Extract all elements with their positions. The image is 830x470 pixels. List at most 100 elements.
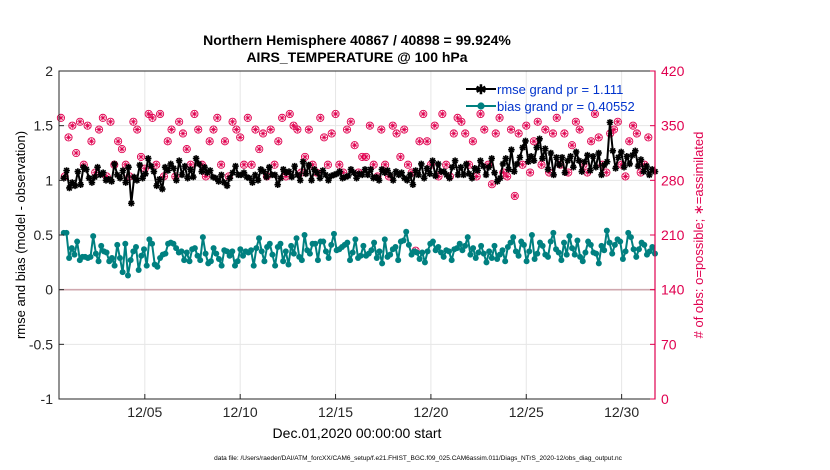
bias-point	[582, 249, 589, 256]
obs-assimilated-marker	[458, 118, 465, 125]
bias-point	[486, 248, 493, 255]
obs-possible-marker	[121, 160, 130, 169]
obs-assimilated-marker	[294, 126, 301, 133]
bias-point	[71, 251, 78, 258]
rmse-point	[620, 163, 628, 171]
rmse-point	[454, 171, 462, 179]
obs-assimilated-marker	[210, 126, 217, 133]
rmse-point	[97, 171, 104, 179]
obs-assimilated-marker	[142, 165, 148, 172]
obs-assimilated-marker	[344, 126, 350, 133]
rmse-point	[401, 174, 408, 182]
obs-assimilated-marker	[73, 150, 79, 156]
bias-point	[103, 249, 110, 256]
obs-assimilated-marker	[393, 130, 400, 137]
rmse-point	[249, 179, 256, 186]
obs-assimilated-marker	[103, 173, 110, 180]
bias-point	[467, 251, 474, 258]
bias-point	[534, 250, 541, 257]
rmse-point	[471, 165, 479, 172]
bias-point	[611, 241, 618, 248]
bias-point	[523, 258, 530, 265]
rmse-point	[240, 169, 248, 176]
obs-possible-marker	[423, 137, 432, 146]
obs-assimilated-marker	[58, 115, 64, 121]
rmse-point	[451, 157, 459, 164]
rmse-point	[280, 166, 287, 173]
rmse-point	[77, 181, 84, 189]
obs-possible-marker	[259, 129, 268, 138]
x-tick-label: 12/30	[604, 404, 639, 420]
rmse-point	[494, 178, 501, 185]
rmse-point	[116, 174, 124, 182]
obs-assimilated-marker	[214, 115, 221, 121]
rmse-point	[170, 165, 177, 172]
obs-assimilated-marker	[317, 115, 324, 121]
obs-possible-marker	[136, 152, 146, 161]
bias-point	[306, 250, 313, 257]
bias-point	[547, 238, 554, 245]
obs-possible-marker	[400, 125, 409, 134]
obs-assimilated-marker	[634, 130, 640, 137]
rmse-point	[361, 166, 369, 173]
y2-tick-label: 280	[661, 172, 685, 188]
rmse-point	[406, 171, 414, 179]
obs-assimilated-marker	[88, 138, 95, 145]
bias-point	[349, 249, 356, 256]
bias-point	[464, 234, 471, 241]
rmse-point	[175, 157, 183, 164]
rmse-point	[586, 167, 594, 174]
bias-point	[178, 248, 185, 255]
obs-assimilated-marker	[439, 111, 446, 117]
obs-assimilated-marker	[512, 193, 518, 199]
bias-point	[376, 248, 383, 255]
obs-assimilated-marker	[107, 118, 114, 125]
obs-assimilated-marker	[168, 126, 175, 133]
y-tick-label: 1	[45, 172, 53, 188]
bias-point	[531, 256, 538, 263]
rmse-point	[508, 146, 515, 154]
rmse-point	[178, 171, 186, 179]
rmse-point	[629, 151, 636, 159]
rmse-point	[66, 184, 73, 192]
obs-possible-marker	[175, 117, 184, 126]
bias-point	[622, 248, 629, 255]
obs-assimilated-marker	[584, 169, 591, 176]
obs-assimilated-marker	[336, 161, 343, 168]
rmse-point	[547, 149, 555, 157]
obs-assimilated-marker	[592, 111, 598, 117]
rmse-point	[291, 162, 298, 170]
bias-point	[322, 248, 329, 255]
rmse-point	[339, 174, 346, 182]
rmse-point	[147, 162, 155, 170]
obs-possible-marker	[342, 125, 352, 134]
bias-point	[130, 248, 137, 255]
obs-assimilated-marker	[325, 161, 331, 168]
obs-assimilated-marker	[267, 126, 274, 133]
rmse-point	[159, 185, 166, 193]
y-axis-label: rmse and bias (model - observation)	[13, 131, 28, 339]
bias-point	[213, 250, 220, 257]
bias-point	[170, 240, 177, 247]
obs-assimilated-marker	[382, 161, 388, 168]
rmse-point	[372, 173, 380, 181]
bias-point	[437, 249, 444, 256]
rmse-point	[344, 172, 352, 180]
rmse-point	[463, 160, 470, 168]
obs-assimilated-marker	[538, 161, 545, 168]
bias-point	[108, 254, 115, 261]
rmse-point	[68, 179, 76, 186]
rmse-point	[356, 170, 363, 178]
obs-assimilated-marker	[508, 126, 514, 133]
rmse-point	[502, 155, 510, 162]
rmse-point	[80, 163, 87, 171]
bias-point	[280, 258, 287, 265]
bias-point	[197, 257, 204, 264]
bias-point	[256, 235, 263, 242]
rmse-point	[333, 170, 341, 178]
bias-point	[413, 249, 420, 256]
obs-assimilated-marker	[489, 181, 495, 188]
obs-possible-marker	[350, 141, 359, 150]
obs-possible-marker	[552, 113, 561, 122]
obs-assimilated-marker	[504, 173, 510, 180]
